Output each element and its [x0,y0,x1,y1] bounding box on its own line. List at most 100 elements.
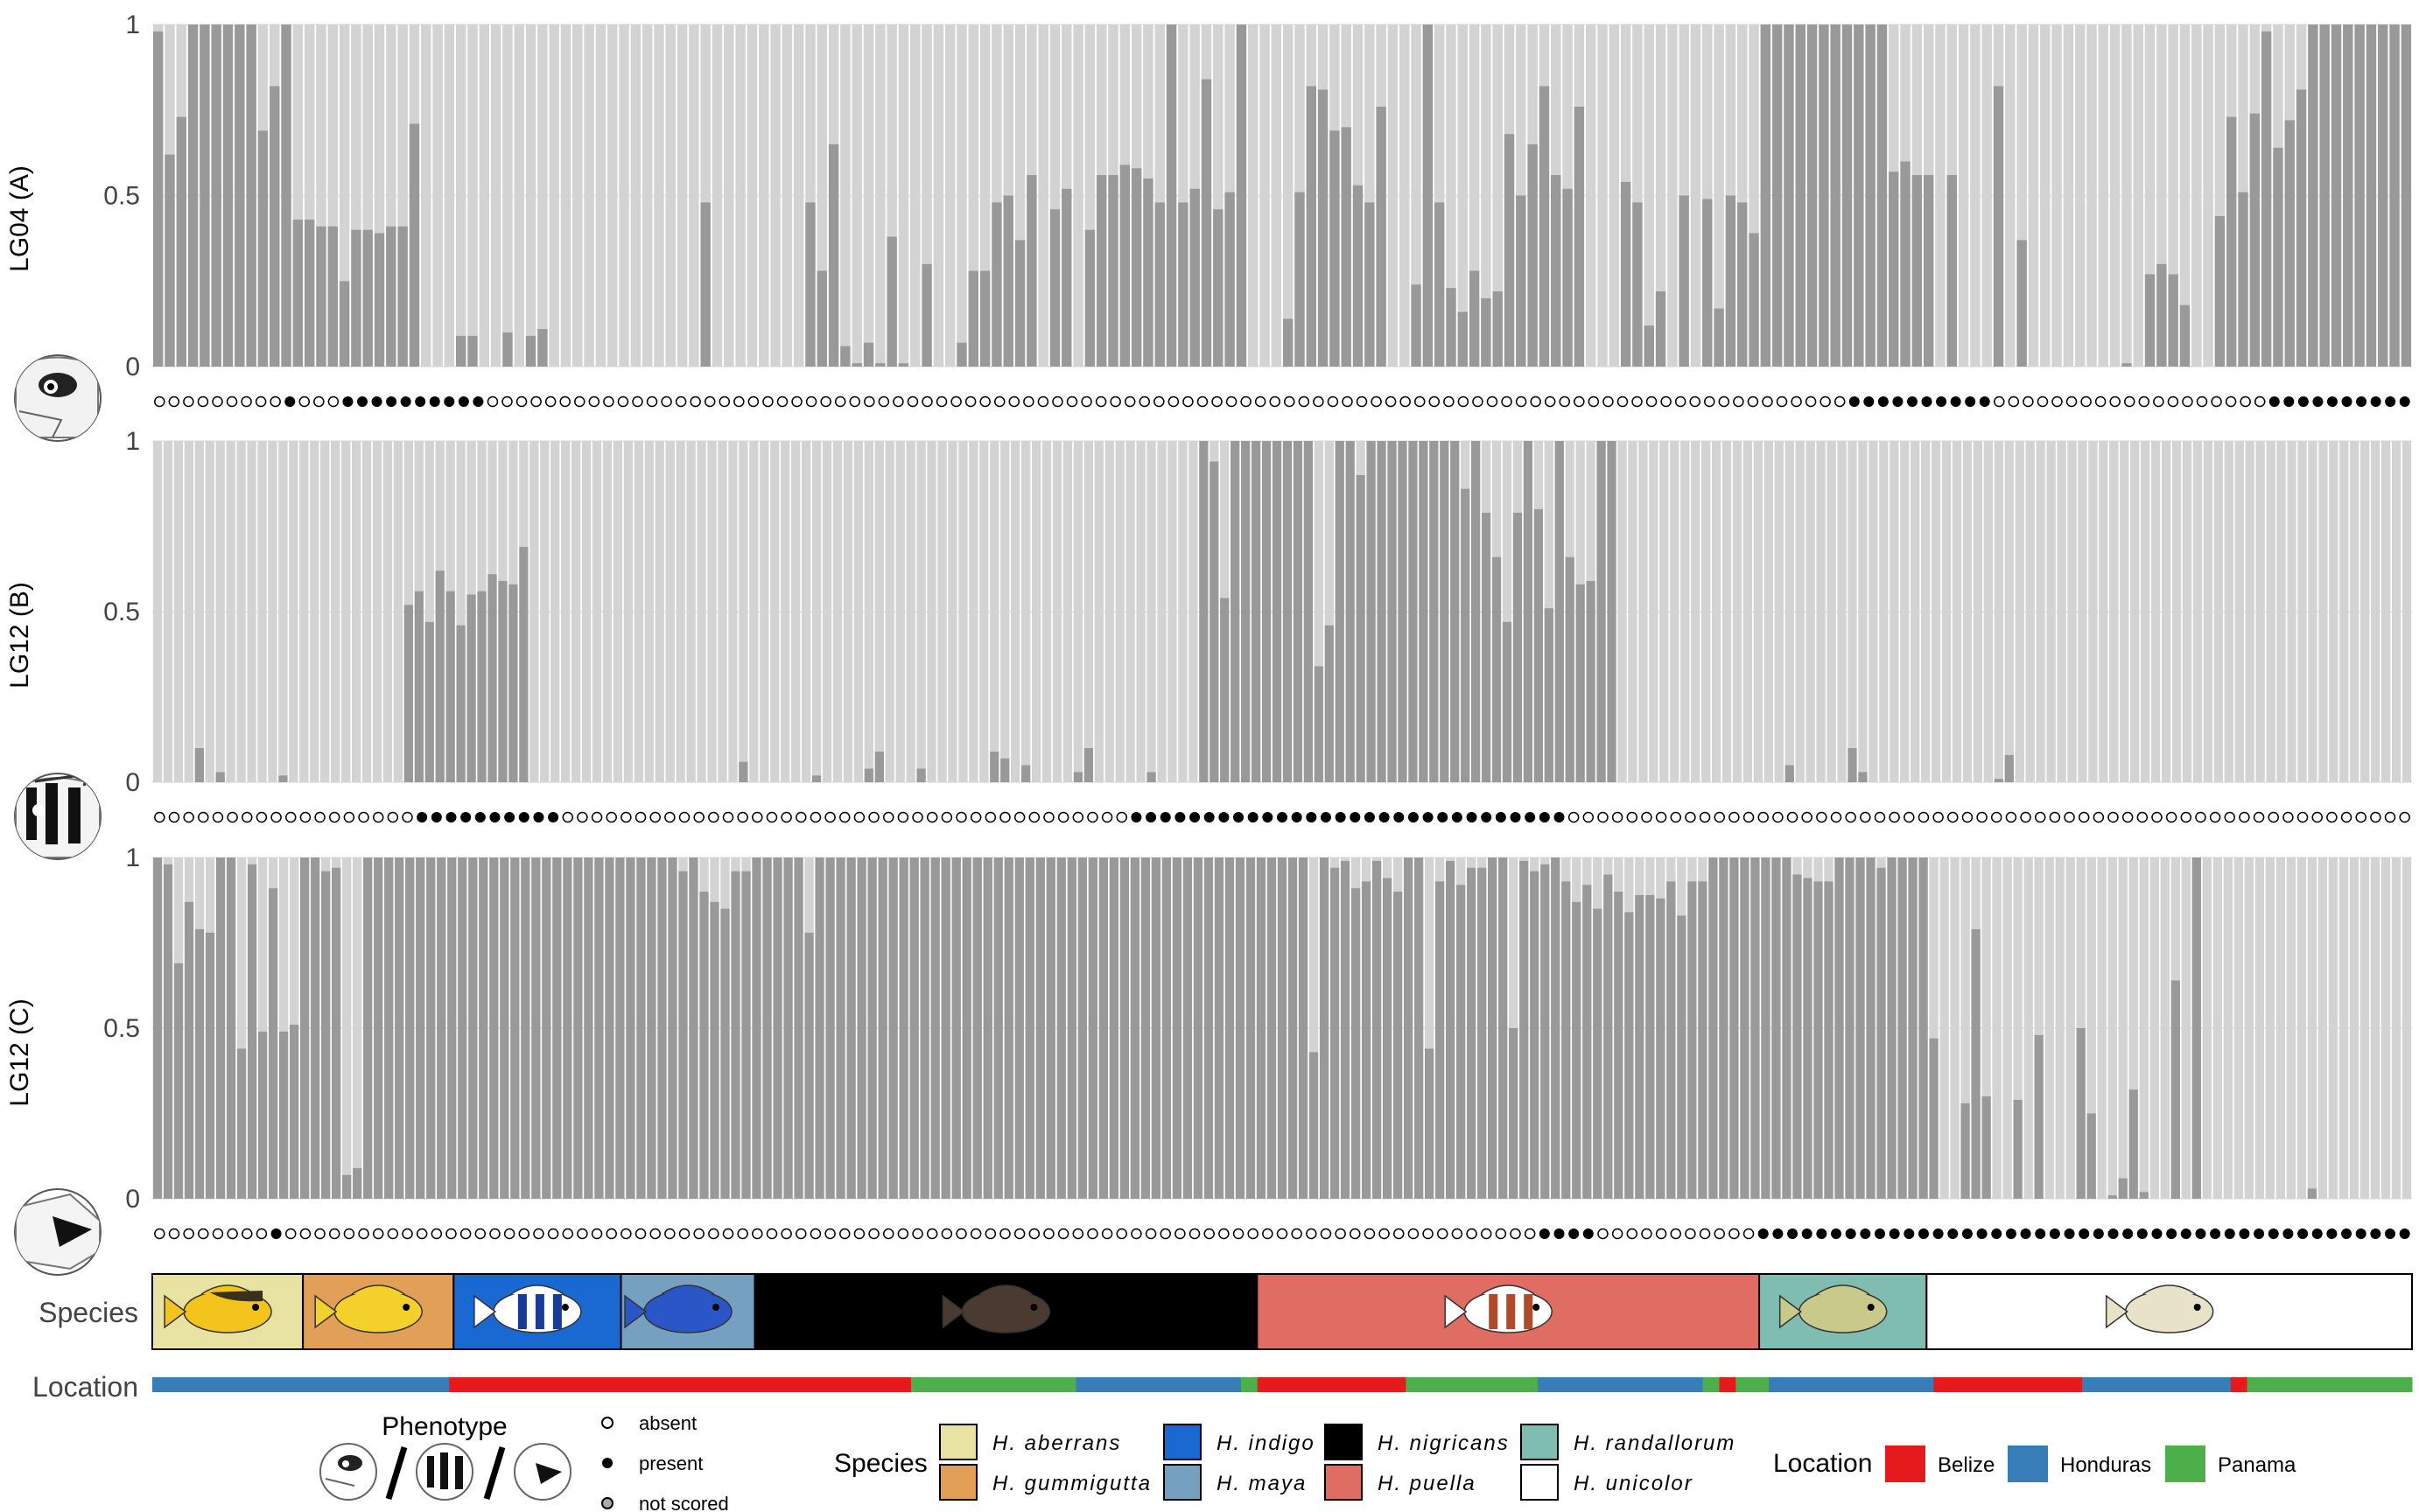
bar-fraction [1714,308,1724,367]
bar-remainder [2168,24,2178,275]
bar-fraction [1698,881,1707,1199]
bar-remainder [1763,441,1773,782]
phenotype-present-marker [489,812,501,822]
phenotype-absent-marker [154,1228,165,1240]
bar-remainder [1540,858,1550,864]
bar-remainder [1732,441,1742,782]
bar-remainder [2016,24,2027,241]
phenotype-absent-marker [212,396,223,408]
phenotype-present-marker [2326,1228,2338,1239]
phenotype-absent-marker [970,811,982,823]
bar-remainder [1994,441,2003,780]
bar-remainder [1889,24,1899,172]
bar-fraction [456,625,466,782]
fish-body-icon [1798,1290,1888,1334]
bar-remainder [689,24,699,367]
bar-fraction [2296,89,2307,367]
phenotype-absent-marker [1428,396,1441,408]
phenotype-absent-marker [1830,811,1842,823]
phenotype-present-marker [2370,1228,2381,1239]
phenotype-absent-marker [839,811,851,823]
bar-fraction [2308,24,2318,367]
bar-fraction [1586,580,1595,782]
bar-remainder [1680,441,1690,782]
bar-fraction [397,226,408,367]
bar-fraction [194,928,205,1199]
phenotype-absent-marker [762,396,774,408]
phenotype-absent-marker [1641,1228,1652,1240]
phenotype-absent-marker [387,1228,399,1240]
bar-fraction [304,219,315,367]
bar-fraction [1719,858,1728,1199]
phenotype-present-marker [2385,1228,2396,1239]
phenotype-absent-marker [747,396,760,408]
bar-fraction [1655,290,1666,367]
bar-remainder [289,441,298,782]
bar-remainder [362,24,373,230]
phenotype-absent-marker [1101,1228,1113,1240]
phenotype-absent-marker [1028,1228,1041,1240]
bar-fraction [678,871,688,1199]
bar-remainder [1271,24,1282,367]
bar-remainder [2349,858,2359,1199]
phenotype-absent-marker [2311,811,2323,823]
phenotype-absent-marker [327,396,340,408]
bar-fraction [1854,24,1864,367]
phenotype-present-marker [1936,396,1947,407]
bar-fraction [920,858,929,1199]
phenotype-absent-marker [1087,1228,1098,1240]
bar-remainder [1981,24,1992,367]
phenotype-absent-marker [1670,811,1682,823]
bar-fraction [990,751,999,782]
species-legend-label: H. unicolor [1574,1472,1693,1495]
bar-remainder [1784,441,1794,766]
phenotype-absent-marker [1626,1228,1638,1240]
bar-fraction [773,858,782,1199]
phenotype-absent-marker [882,1228,894,1240]
bar-remainder [1224,24,1235,192]
phenotype-absent-marker [2253,811,2265,823]
bar-fraction [2144,274,2156,367]
bar-remainder [1677,858,1686,916]
bar-remainder [2065,858,2075,1199]
bar-fraction [1533,509,1544,782]
location-bar [152,1377,2413,1392]
location-legend-swatch [2165,1446,2205,1482]
bar-remainder [782,24,793,367]
bar-remainder [1572,858,1581,902]
bar-remainder [2023,858,2033,1199]
bar-remainder [1725,24,1736,196]
phenotype-present-marker [1437,812,1448,822]
bar-remainder [1586,441,1595,581]
phenotype-absent-marker [897,811,909,823]
bar-remainder [1960,858,1970,1103]
bar-remainder [1248,24,1259,367]
bar-remainder [445,441,455,592]
bar-fraction [1049,209,1061,367]
bar-fraction [2343,24,2353,367]
phenotype-absent-marker [1145,1228,1157,1240]
bar-fraction [163,864,173,1199]
fish-stripe-icon [535,1294,544,1329]
phenotype-absent-marker [1602,396,1614,408]
bar-remainder [278,441,288,776]
bar-remainder [1958,24,1969,367]
phenotype-absent-marker [2151,811,2163,823]
bar-fraction [426,858,436,1199]
bar-remainder [2040,24,2051,367]
bar-remainder [414,441,424,592]
bar-remainder [327,24,339,227]
phenotype-present-marker [270,1228,282,1239]
bar-fraction [531,858,541,1199]
bar-fraction [1020,765,1031,782]
bar-remainder [864,441,873,769]
bar-remainder [2004,441,2014,755]
bar-fraction [1771,24,1783,367]
bar-remainder [1167,441,1177,782]
phenotype-absent-marker [2064,811,2075,823]
bar-remainder [1670,441,1679,782]
bar-fraction [236,1048,247,1199]
phenotype-absent-marker [1072,1228,1084,1240]
bar-remainder [1700,441,1711,782]
bar-fraction [1131,168,1142,367]
